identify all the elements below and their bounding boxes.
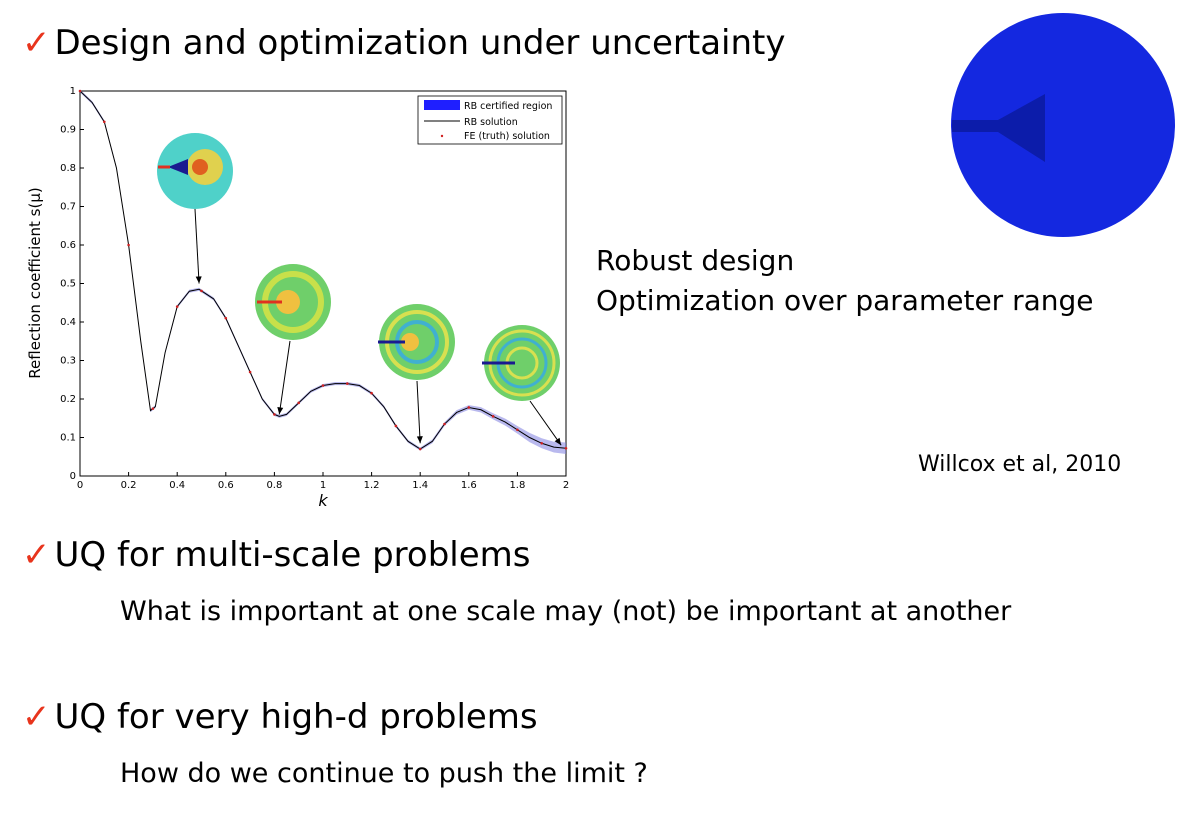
y-tick-label: 0.4 <box>60 317 76 328</box>
legend: RB certified region RB solution FE (trut… <box>417 95 563 145</box>
fe-point <box>540 441 543 445</box>
heading-multiscale: ✓ UQ for multi-scale problems <box>22 538 530 572</box>
heading-text: UQ for multi-scale problems <box>54 535 531 575</box>
annotation-arrow <box>278 340 291 415</box>
x-tick-label: 1.2 <box>364 480 380 491</box>
fe-point <box>297 401 301 405</box>
legend-entry-band: RB certified region <box>464 101 552 112</box>
y-tick-label: 0.3 <box>60 356 76 367</box>
fe-point <box>321 384 325 387</box>
arrow-head <box>416 436 423 444</box>
fe-point <box>248 370 252 374</box>
fe-point <box>516 428 519 432</box>
fe-point <box>418 447 422 451</box>
rb-solution-line <box>79 90 567 450</box>
x-tick-label: 0.4 <box>169 480 185 491</box>
x-tick-label: 0.8 <box>266 480 282 491</box>
check-icon: ✓ <box>22 23 51 63</box>
fe-point <box>443 422 446 426</box>
side-optimization: Optimization over parameter range <box>596 284 1094 317</box>
fe-point <box>370 391 373 395</box>
y-tick-label: 0.7 <box>60 202 76 213</box>
annotation-arrow <box>194 208 200 284</box>
arrow-head <box>554 437 562 446</box>
heading-text: UQ for very high-d problems <box>54 697 538 737</box>
y-tick-label: 0.1 <box>60 433 76 444</box>
sim-thumb-1 <box>157 133 233 209</box>
subtext-multiscale: What is important at one scale may (not)… <box>120 596 1012 627</box>
y-tick-label: 0 <box>70 471 76 482</box>
y-tick-label: 1 <box>70 86 76 97</box>
fe-point <box>78 89 82 93</box>
x-tick-label: 0.6 <box>218 480 234 491</box>
legend-band-swatch <box>424 100 460 110</box>
fe-point <box>103 120 106 124</box>
y-tick-label: 0.2 <box>60 394 76 405</box>
legend-point-swatch <box>440 134 444 138</box>
citation: Willcox et al, 2010 <box>918 452 1122 477</box>
check-icon: ✓ <box>22 535 51 575</box>
y-axis-label: Reflection coefficient s(μ) <box>26 187 44 378</box>
fe-point <box>467 406 471 409</box>
fe-point <box>491 415 495 418</box>
x-tick-label: 1.8 <box>509 480 525 491</box>
y-tick-label: 0.8 <box>60 163 76 174</box>
heading-highd: ✓ UQ for very high-d problems <box>22 700 538 734</box>
mesh-disk-image <box>951 13 1175 237</box>
fe-point <box>151 407 155 410</box>
x-tick-label: 0 <box>77 480 83 491</box>
x-tick-label: 1.4 <box>412 480 428 491</box>
x-tick-label: 0.2 <box>121 480 137 491</box>
x-tick-label: 2 <box>563 480 569 491</box>
annotation-arrow <box>529 400 562 446</box>
arrow-head <box>195 276 202 284</box>
side-robust-design: Robust design <box>596 244 795 277</box>
fe-point <box>564 446 568 450</box>
legend-entry-rb: RB solution <box>464 117 518 128</box>
subtext-highd: How do we continue to push the limit ? <box>120 758 648 789</box>
arrow-head <box>277 407 284 415</box>
fe-point <box>127 243 130 247</box>
reflection-chart: 0 0.2 0.4 0.6 0.8 1 1.2 1.4 1.6 1.8 2 0 0.1 0.2 0.3 0.4… <box>26 86 569 510</box>
legend-entry-fe: FE (truth) solution <box>464 131 550 142</box>
sim-thumb-2 <box>255 264 331 340</box>
x-tick-label: 1.6 <box>461 480 477 491</box>
sim-thumb-3 <box>378 304 455 380</box>
check-icon: ✓ <box>22 697 51 737</box>
fe-point <box>175 305 179 308</box>
fe-point <box>224 316 228 320</box>
fe-point <box>394 424 398 428</box>
annotation-arrow <box>416 380 421 444</box>
sim-thumb-4 <box>482 325 560 401</box>
heading-text: Design and optimization under uncertaint… <box>54 23 786 63</box>
y-tick-label: 0.6 <box>60 240 76 251</box>
fe-point <box>200 289 203 293</box>
fe-point <box>346 382 349 385</box>
y-tick-label: 0.9 <box>60 125 76 136</box>
x-axis-label: k <box>318 491 328 510</box>
heading-design: ✓ Design and optimization under uncertai… <box>22 26 786 60</box>
fe-point <box>273 413 276 416</box>
y-tick-label: 0.5 <box>60 279 76 290</box>
x-tick-label: 1 <box>320 480 326 491</box>
